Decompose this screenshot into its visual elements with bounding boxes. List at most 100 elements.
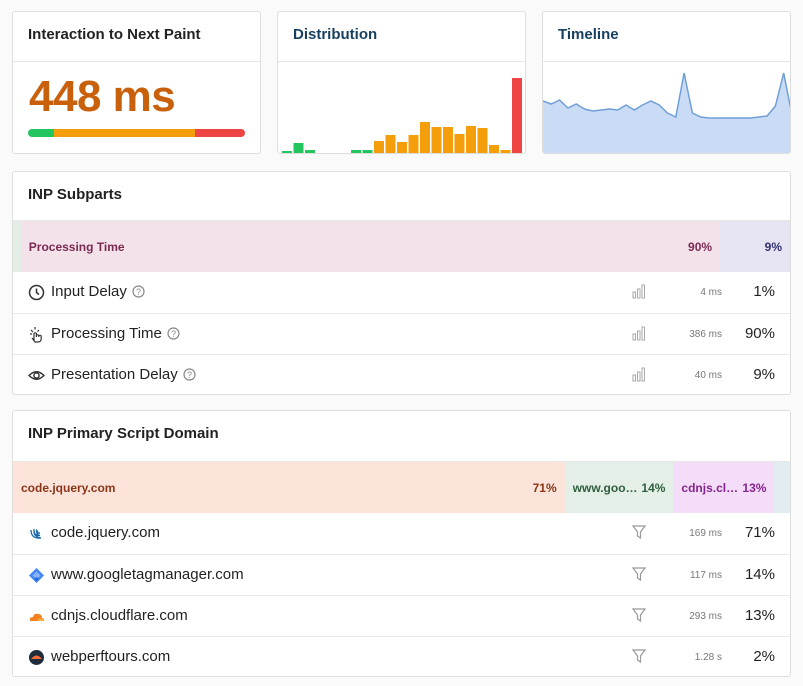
row-icon — [28, 371, 45, 380]
row-time: 293 ms — [689, 611, 722, 622]
card-title: INP Subparts — [28, 186, 122, 203]
bar-segment[interactable]: 9% — [720, 221, 790, 272]
script-domain-card: INP Primary Script Domain code.jquery.co… — [12, 410, 791, 677]
filter-icon[interactable] — [632, 567, 647, 582]
row-time: 117 ms — [689, 570, 722, 581]
row-label: Presentation Delay? — [51, 366, 196, 383]
timeline-chart — [543, 72, 790, 153]
bar — [466, 126, 476, 153]
bar — [477, 128, 488, 153]
chart-icon-part — [632, 374, 636, 382]
card-title[interactable]: Timeline — [558, 26, 619, 43]
row[interactable]: Processing Time? 386 ms 90% — [13, 313, 790, 354]
chart-icon-part — [641, 284, 645, 299]
bar — [489, 145, 499, 153]
chart-icon[interactable] — [632, 326, 647, 341]
stacked-bar: code.jquery.com 71% www.googletagmanager.c… — [13, 462, 790, 513]
poor-range-join — [195, 129, 205, 137]
filter-icon[interactable] — [632, 649, 647, 664]
bar — [454, 134, 465, 153]
segment-label: cdnjs.cloudflare.com — [681, 480, 742, 495]
row-share: 2% — [753, 648, 775, 665]
bar — [362, 150, 373, 153]
bar — [293, 143, 304, 153]
row-icon — [29, 613, 45, 621]
row[interactable]: Presentation Delay? 40 ms 9% — [13, 354, 790, 394]
row-share: 90% — [744, 325, 775, 342]
segment-value: 71% — [532, 480, 557, 495]
row-label: Input Delay? — [51, 283, 145, 300]
chart-icon[interactable] — [632, 367, 647, 382]
filter-icon[interactable] — [632, 525, 647, 540]
divider — [13, 61, 260, 62]
help-icon[interactable]: ? — [167, 327, 180, 340]
bar-segment[interactable]: www.googletagmanager.com14% — [564, 462, 674, 513]
row[interactable]: Input Delay? 4 ms 1% — [13, 272, 790, 313]
card-title: INP Primary Script Domain — [28, 425, 219, 442]
row-icon-part — [31, 655, 42, 659]
row-name-text: www.googletagmanager.com — [51, 566, 244, 583]
help-icon[interactable]: ? — [183, 368, 196, 381]
row-name-text: cdnjs.cloudflare.com — [51, 607, 188, 624]
row-icon-part — [32, 571, 41, 580]
row-name-text: code.jquery.com — [51, 524, 160, 541]
row[interactable]: code.jquery.com 169 ms 71% — [13, 513, 790, 554]
good-range — [28, 129, 58, 137]
bar — [282, 151, 292, 153]
bar — [420, 122, 430, 153]
row-share: 13% — [744, 607, 775, 624]
segment-label: code.jquery.com — [21, 480, 116, 495]
chart-icon-part — [641, 326, 645, 341]
help-icon[interactable]: ? — [132, 285, 145, 298]
row-icon-part — [31, 332, 42, 343]
row[interactable]: www.googletagmanager.com 117 ms 14% — [13, 554, 790, 595]
chart-icon-part — [637, 330, 641, 341]
filter-icon-part — [632, 608, 647, 623]
bar — [317, 153, 327, 154]
row-icon — [30, 327, 42, 343]
bar — [408, 135, 419, 153]
help-icon-part: ? — [187, 370, 192, 380]
bar-segment[interactable]: cdnjs.cloudflare.com13% — [673, 462, 775, 513]
help-icon-part — [183, 368, 196, 381]
filter-icon[interactable] — [632, 608, 647, 623]
card-title[interactable]: Distribution — [293, 26, 378, 43]
chart-icon-part — [632, 291, 636, 299]
bar-segment[interactable]: code.jquery.com 71% — [13, 462, 565, 513]
bar — [443, 127, 453, 153]
row-icon-part — [35, 288, 40, 296]
bar — [512, 78, 522, 153]
row[interactable]: cdnjs.cloudflare.com 293 ms 13% — [13, 595, 790, 636]
distribution-card[interactable]: Distribution — [277, 11, 526, 154]
bar — [385, 135, 396, 153]
stacked-bar: Processing Time 90% 9% — [13, 221, 790, 272]
chart-icon-part — [641, 367, 645, 382]
row-label: Processing Time? — [51, 325, 180, 342]
row[interactable]: webperftours.com 1.28 s 2% — [13, 636, 790, 676]
filter-icon-part — [632, 649, 647, 664]
timeline-card[interactable]: Timeline — [542, 11, 791, 154]
bar-segment[interactable]: Processing Time 90% — [20, 221, 721, 272]
row-icon — [29, 568, 44, 583]
row-share: 9% — [753, 366, 775, 383]
bar-segment[interactable] — [13, 221, 21, 272]
chart-icon[interactable] — [632, 284, 647, 299]
bar — [374, 141, 384, 153]
row-time: 169 ms — [689, 528, 722, 539]
row-icon — [29, 650, 44, 665]
divider — [13, 220, 790, 221]
bar-segment[interactable] — [774, 462, 790, 513]
row-icon-part — [34, 577, 39, 581]
help-icon-part: ? — [136, 287, 141, 297]
row-time: 40 ms — [694, 370, 722, 381]
filter-icon-part — [632, 567, 647, 582]
threshold-bar — [28, 129, 245, 137]
poor-range — [195, 129, 245, 137]
row-label: webperftours.com — [51, 648, 170, 665]
chart-icon-part — [637, 371, 641, 382]
ni-range — [54, 129, 195, 137]
row-name-text: Presentation Delay — [51, 366, 178, 383]
card-title: Interaction to Next Paint — [28, 26, 201, 43]
